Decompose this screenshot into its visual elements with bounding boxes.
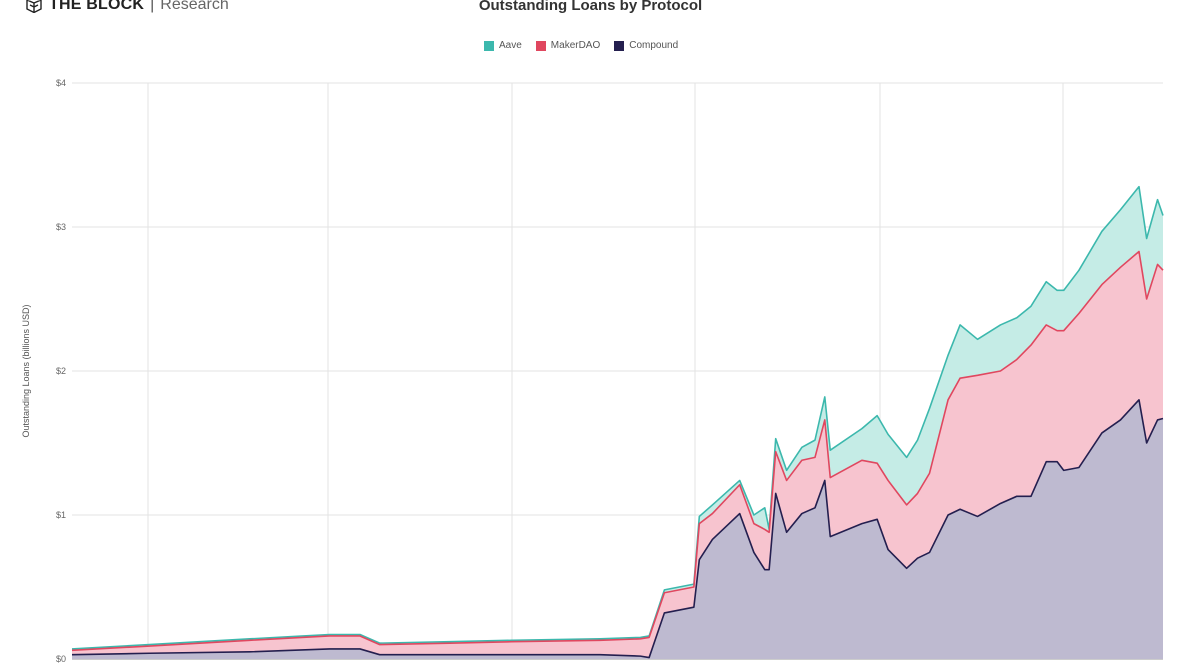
y-tick-label: $2 xyxy=(56,366,66,376)
brand-section: Research xyxy=(160,0,229,13)
line-compound xyxy=(71,399,1164,659)
y-tick-label: $1 xyxy=(56,510,66,520)
legend-item-aave[interactable]: Aave xyxy=(484,40,522,51)
legend-item-compound[interactable]: Compound xyxy=(614,40,678,51)
y-tick-label: $3 xyxy=(56,222,66,232)
cube-logo-icon xyxy=(26,0,42,13)
legend-swatch xyxy=(484,40,494,51)
line-makerdao xyxy=(71,250,1164,652)
area-makerdao xyxy=(72,251,1163,658)
legend-swatch xyxy=(535,40,546,51)
line-aave xyxy=(71,185,1164,650)
y-tick-label: $4 xyxy=(56,78,66,88)
y-tick-label: $0 xyxy=(56,654,66,664)
brand-name: THE BLOCK xyxy=(49,0,145,13)
chart-title: Outstanding Loans by Protocol xyxy=(478,0,703,14)
legend-item-makerdao[interactable]: MakerDAO xyxy=(535,40,600,51)
legend: Aave MakerDAO Compound xyxy=(484,40,678,51)
brand-logo: THE BLOCK | Research xyxy=(25,0,229,14)
area-compound xyxy=(72,399,1163,659)
legend-swatch xyxy=(614,40,625,51)
brand-divider: | xyxy=(150,0,155,13)
